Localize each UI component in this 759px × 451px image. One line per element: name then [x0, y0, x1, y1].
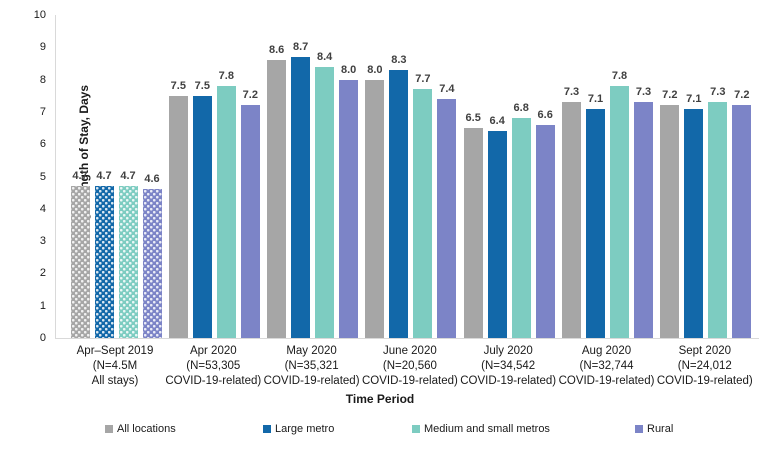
bar-large-metro: 7.1 [586, 93, 605, 338]
bar-large-metro: 7.5 [192, 80, 212, 338]
bar-medium-and-small-metros: 7.7 [413, 73, 433, 338]
bar-large-metro: 8.3 [389, 54, 409, 338]
bar-value-label: 8.4 [316, 50, 333, 63]
x-axis-category-label: July 2020 (N=34,542 COVID-19-related) [460, 345, 557, 387]
bar-value-label: 7.1 [587, 92, 604, 105]
bar-large-metro: 6.4 [487, 115, 507, 338]
bar-value-label: 8.6 [268, 44, 285, 57]
bar-rural: 7.3 [634, 86, 653, 338]
bar-value-label: 7.5 [194, 79, 210, 92]
bar-group: 8.0 8.3 7.7 7.4 [365, 54, 457, 338]
legend-swatch [263, 425, 271, 433]
bar-value-label: 6.5 [465, 112, 481, 125]
bar-value-label: 7.3 [710, 86, 726, 99]
bar-value-label: 4.7 [72, 170, 88, 183]
legend-swatch [635, 425, 643, 433]
y-axis-tick-label: 1 [39, 299, 46, 312]
bar-value-label: 7.2 [242, 89, 258, 102]
legend-swatch [105, 425, 113, 433]
bar-value-label: 7.5 [170, 79, 186, 92]
bar-medium-and-small-metros: 8.4 [315, 51, 335, 338]
plot-area: 4.7 4.7 4.7 4.6 7.5 7.5 7.8 7.2 8.6 8.7 8.4 8.0 8.0 8… [55, 15, 759, 339]
bar-all-locations: 7.2 [660, 89, 680, 338]
x-axis-category-label: Apr–Sept 2019 (N=4.5M All stays) [76, 345, 154, 387]
bar-medium-and-small-metros: 7.8 [610, 70, 629, 338]
bar-large-metro: 7.1 [684, 93, 704, 338]
bar-rural: 7.2 [240, 89, 260, 338]
y-axis-tick-label: 0 [39, 332, 46, 344]
bar-value-label: 8.0 [367, 63, 383, 76]
bar-group: 8.6 8.7 8.4 8.0 [267, 41, 359, 338]
bar-value-label: 8.3 [391, 53, 407, 66]
bar-rural: 7.4 [437, 83, 457, 338]
legend-item-all-locations: All locations [105, 423, 176, 435]
bar-rural: 6.6 [535, 109, 555, 338]
bar-value-label: 7.4 [439, 82, 455, 95]
bar-group: 6.5 6.4 6.8 6.6 [463, 102, 555, 338]
bar-all-locations: 8.0 [365, 64, 385, 338]
bar-value-label: 7.7 [415, 73, 431, 86]
legend-item-large-metro: Large metro [263, 423, 334, 435]
bar-all-locations: 7.5 [168, 80, 188, 338]
bar-value-label: 7.8 [611, 70, 628, 83]
bar-all-locations: 7.3 [562, 86, 581, 338]
bar-medium-and-small-metros: 4.7 [118, 170, 138, 338]
x-axis-category-label: June 2020 (N=20,560 COVID-19-related) [361, 345, 458, 387]
bar-medium-and-small-metros: 6.8 [511, 102, 531, 338]
bar-value-label: 7.8 [218, 70, 234, 83]
bar-rural: 4.6 [142, 173, 162, 338]
y-axis-tick-label: 6 [39, 138, 46, 151]
bar-all-locations: 6.5 [463, 112, 483, 338]
y-axis-tick-label: 10 [33, 9, 46, 21]
bar-rural: 8.0 [339, 64, 359, 338]
bar-value-label: 7.3 [563, 86, 580, 99]
y-axis-tick-label: 8 [39, 73, 46, 86]
bar-value-label: 7.2 [734, 89, 750, 102]
bar-all-locations: 8.6 [267, 44, 287, 338]
bar-value-label: 4.6 [144, 173, 160, 186]
bar-value-label: 7.3 [635, 86, 652, 99]
bar-group: 4.7 4.7 4.7 4.6 [70, 170, 162, 338]
bar-medium-and-small-metros: 7.8 [216, 70, 236, 338]
bar-value-label: 4.7 [96, 170, 112, 183]
bar-group: 7.2 7.1 7.3 7.2 [660, 86, 752, 338]
x-axis-category-label: Aug 2020 (N=32,744 COVID-19-related) [558, 345, 655, 387]
legend-label: Large metro [275, 423, 335, 435]
legend-label: All locations [117, 423, 176, 435]
legend-swatch [412, 425, 420, 433]
y-axis-tick-label: 4 [39, 202, 46, 215]
bar-medium-and-small-metros: 7.3 [708, 86, 728, 338]
bar-group: 7.3 7.1 7.8 7.3 [562, 70, 654, 338]
legend-item-medium-and-small-metros: Medium and small metros [412, 423, 550, 435]
y-axis-tick-label: 7 [39, 105, 46, 118]
y-axis-tick-label: 9 [39, 41, 46, 54]
legend-item-rural: Rural [635, 423, 673, 435]
x-axis-title: Time Period [345, 392, 415, 406]
bar-value-label: 8.7 [292, 41, 309, 53]
bar-value-label: 8.0 [340, 63, 357, 76]
bar-large-metro: 8.7 [291, 41, 311, 338]
bar-value-label: 6.8 [513, 102, 529, 115]
bar-value-label: 6.4 [489, 115, 505, 128]
bar-value-label: 6.6 [537, 108, 553, 121]
bar-value-label: 4.7 [120, 170, 136, 183]
bar-value-label: 7.2 [662, 89, 678, 102]
bar-group: 7.5 7.5 7.8 7.2 [168, 70, 260, 338]
x-axis-line [55, 338, 759, 339]
x-axis-category-label: May 2020 (N=35,321 COVID-19-related) [263, 345, 360, 387]
y-axis-tick-label: 3 [39, 235, 46, 248]
y-axis-tick-label: 2 [39, 267, 46, 280]
x-axis-category-label: Sept 2020 (N=24,012 COVID-19-related) [656, 345, 753, 387]
y-axis-tick-label: 5 [39, 170, 46, 183]
x-axis-category-label: Apr 2020 (N=53,305 COVID-19-related) [165, 345, 262, 387]
bar-large-metro: 4.7 [94, 170, 114, 338]
legend-label: Medium and small metros [424, 423, 550, 435]
legend-label: Rural [647, 423, 674, 435]
bar-rural: 7.2 [732, 89, 752, 338]
bar-all-locations: 4.7 [70, 170, 90, 338]
bar-value-label: 7.1 [686, 92, 702, 105]
